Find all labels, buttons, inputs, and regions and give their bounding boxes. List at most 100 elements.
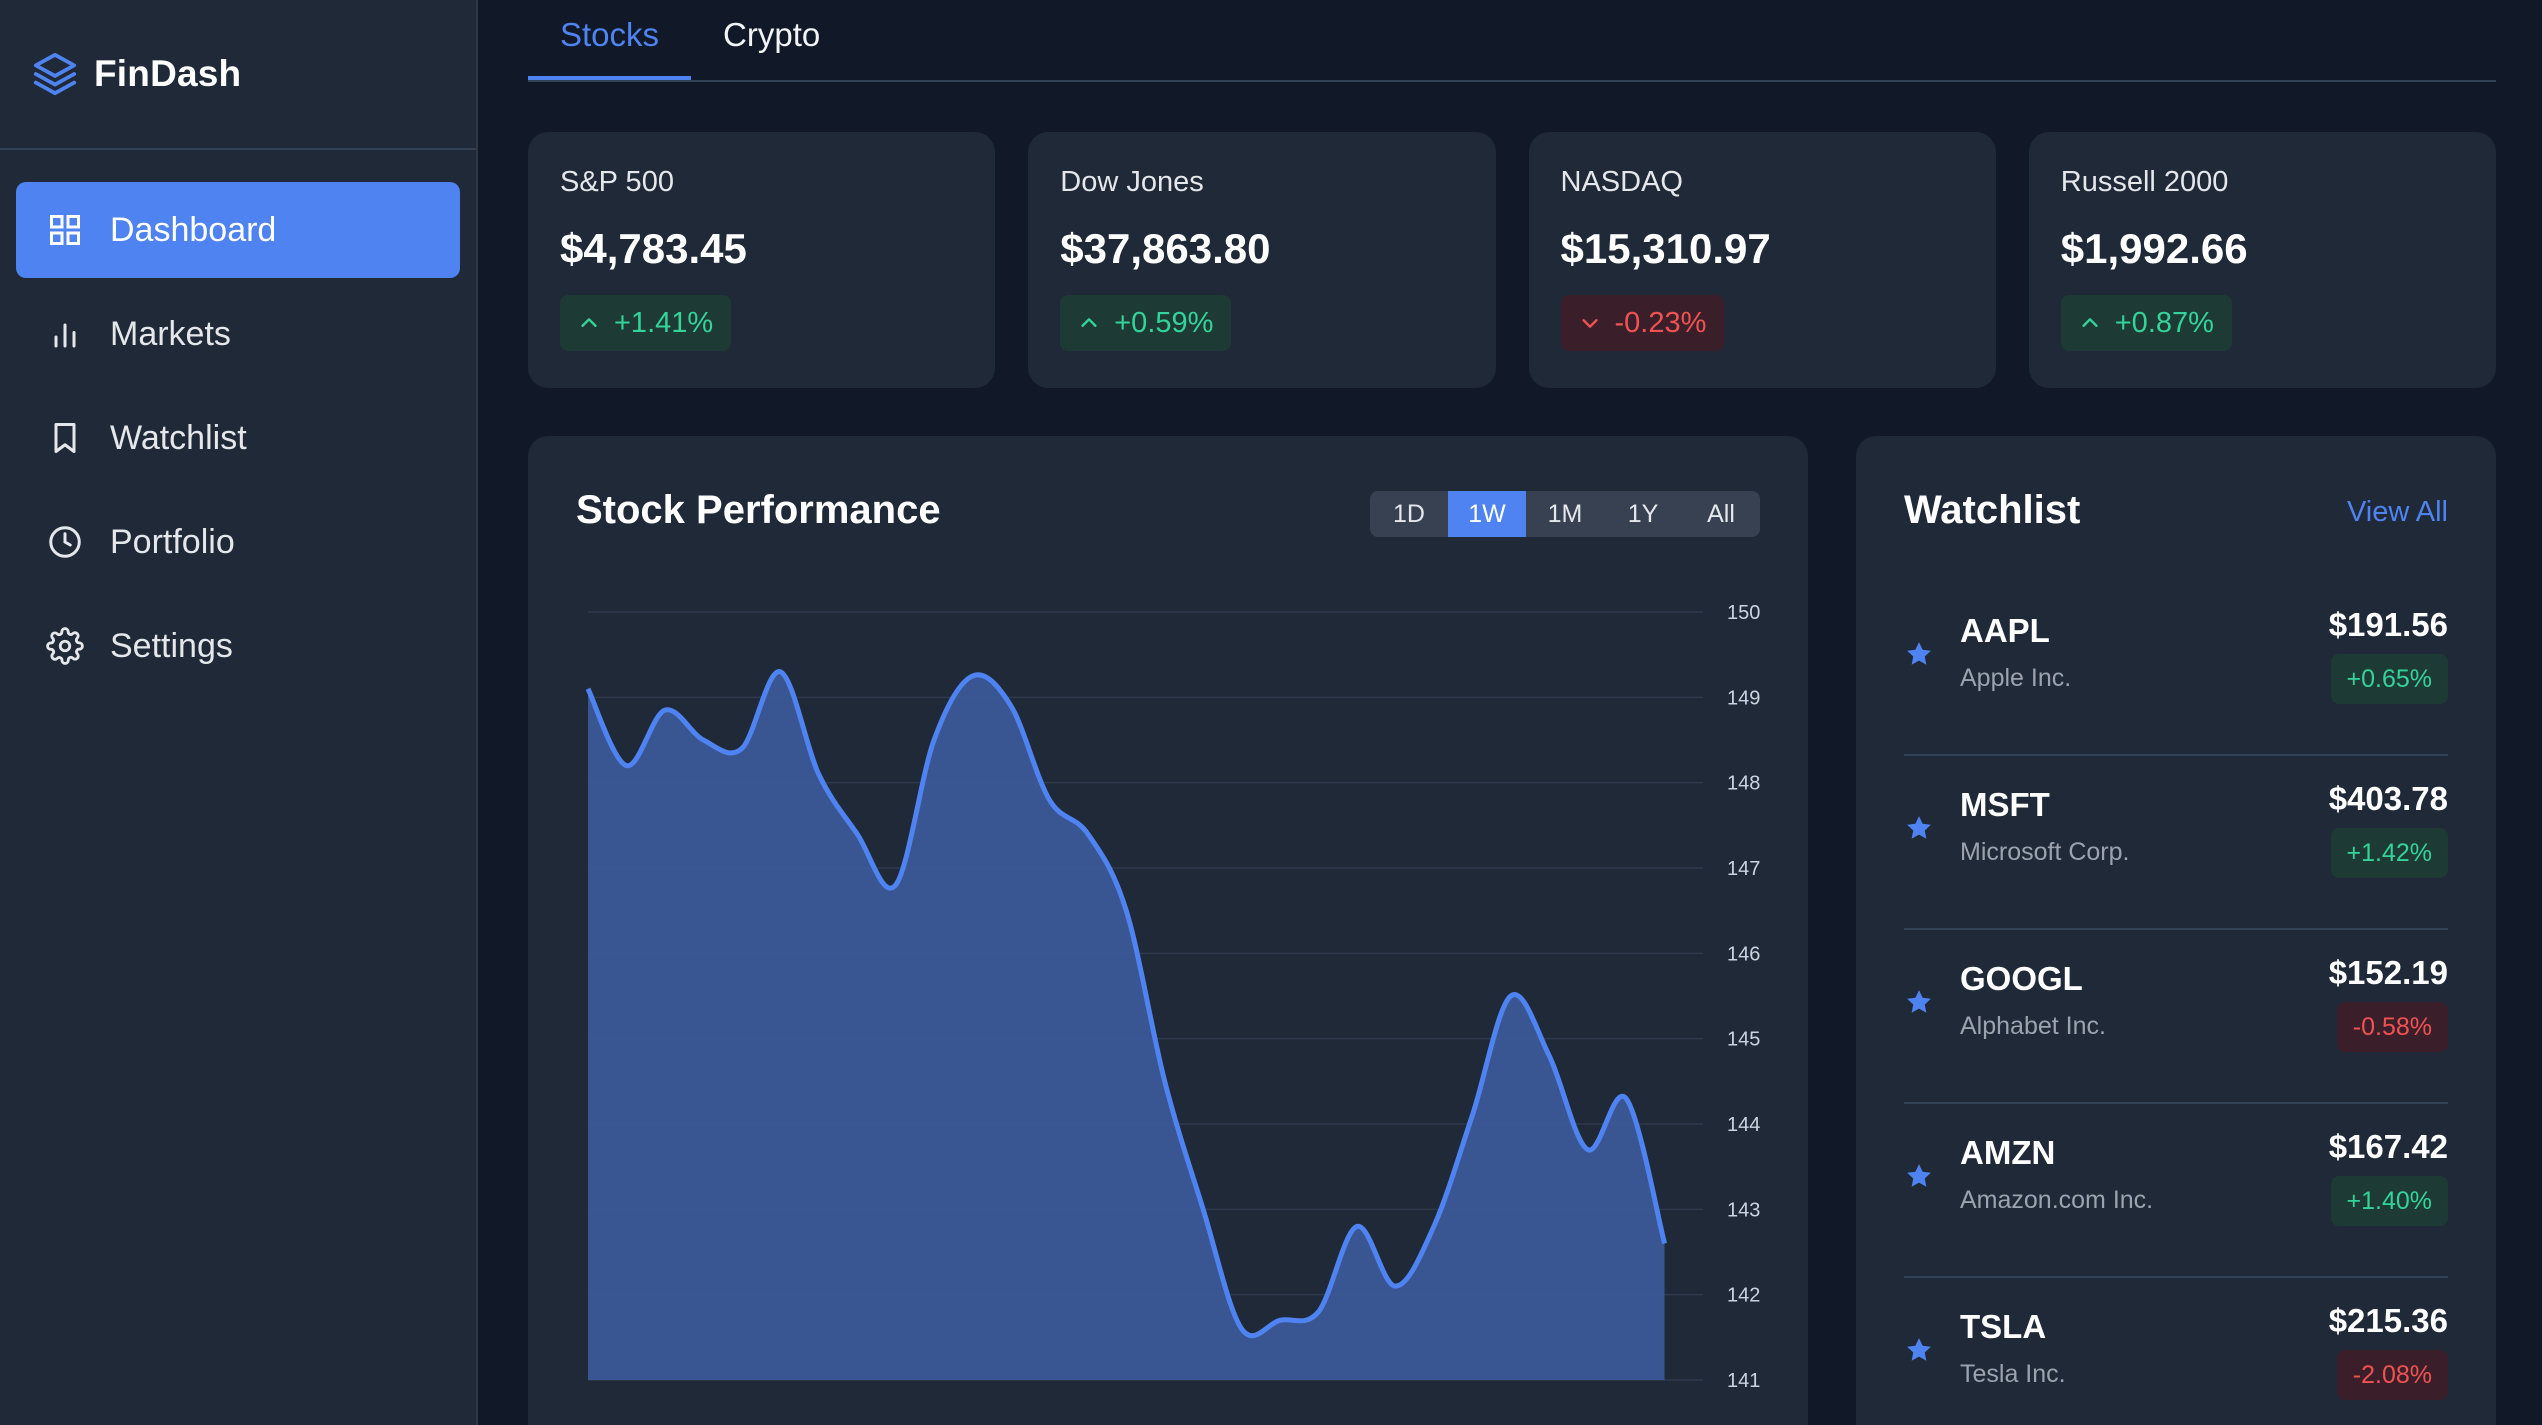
sidebar-item-label: Settings (110, 626, 233, 665)
sidebar-item-settings[interactable]: Settings (16, 598, 460, 694)
watchlist-item-amzn[interactable]: AMZN Amazon.com Inc. $167.42 +1.40% (1904, 1104, 2448, 1278)
market-tabs: Stocks Crypto (528, 0, 2496, 82)
range-button-1d[interactable]: 1D (1393, 499, 1425, 528)
chevron-up-icon (581, 318, 597, 327)
change-badge: +0.87% (2060, 295, 2232, 351)
change-value: -0.23% (1614, 306, 1707, 339)
y-tick-label: 150 (1727, 602, 1760, 624)
data-point[interactable] (739, 746, 745, 752)
data-point[interactable] (662, 707, 668, 713)
data-point[interactable] (1623, 1095, 1629, 1101)
y-tick-label: 141 (1727, 1370, 1760, 1392)
data-point[interactable] (585, 686, 591, 692)
y-tick-label: 148 (1727, 773, 1760, 795)
index-card-dow-jones[interactable]: Dow Jones $37,863.80 +0.59% (1028, 132, 1496, 388)
data-point[interactable] (1085, 831, 1091, 837)
star-icon[interactable] (1904, 813, 1934, 843)
data-point[interactable] (893, 882, 899, 888)
index-value: $37,863.80 (1060, 225, 1271, 272)
y-tick-label: 144 (1727, 1114, 1760, 1136)
sidebar-item-label: Watchlist (110, 418, 247, 457)
data-point[interactable] (1469, 1112, 1475, 1118)
data-point[interactable] (1316, 1309, 1322, 1315)
star-icon[interactable] (1904, 639, 1934, 669)
brand[interactable]: FinDash (0, 0, 476, 150)
range-button-1w[interactable]: 1W (1448, 491, 1526, 537)
sidebar: FinDash Dashboard Markets (0, 0, 478, 1425)
watchlist-item-aapl[interactable]: AAPL Apple Inc. $191.56 +0.65% (1904, 582, 2448, 756)
range-button-1m[interactable]: 1M (1547, 499, 1583, 528)
clock-icon (46, 523, 84, 561)
range-button-all[interactable]: All (1707, 499, 1735, 528)
change-badge: +0.65% (2330, 654, 2448, 704)
data-point[interactable] (1546, 1053, 1552, 1059)
data-point[interactable] (700, 737, 706, 743)
data-point[interactable] (1200, 1206, 1206, 1212)
gear-icon (46, 627, 84, 665)
sidebar-item-portfolio[interactable]: Portfolio (16, 494, 460, 590)
data-point[interactable] (1239, 1326, 1245, 1332)
main-content: Stocks Crypto S&P 500 $4,783.45 +1.41% D… (528, 0, 2498, 1425)
data-point[interactable] (777, 669, 783, 675)
index-name: Dow Jones (1060, 166, 1204, 198)
data-point[interactable] (1431, 1223, 1437, 1229)
ticker-symbol: AMZN (1960, 1134, 2056, 1171)
index-cards: S&P 500 $4,783.45 +1.41% Dow Jones $37,8… (528, 132, 2496, 388)
star-icon[interactable] (1904, 1335, 1934, 1365)
data-point[interactable] (1008, 703, 1014, 709)
data-point[interactable] (816, 771, 822, 777)
bookmark-icon (46, 419, 84, 457)
data-point[interactable] (1162, 1078, 1168, 1084)
ticker-symbol: MSFT (1960, 786, 2050, 823)
ticker-symbol: AAPL (1960, 612, 2050, 649)
data-point[interactable] (1508, 993, 1514, 999)
data-point[interactable] (1123, 908, 1129, 914)
data-point[interactable] (1662, 1240, 1668, 1246)
data-point[interactable] (854, 831, 860, 837)
data-point[interactable] (1277, 1317, 1283, 1323)
chevron-up-icon (2082, 318, 2098, 327)
index-card-nasdaq[interactable]: NASDAQ $15,310.97 -0.23% (1528, 132, 1996, 388)
view-all-link[interactable]: View All (2346, 496, 2448, 528)
company-name: Amazon.com Inc. (1960, 1186, 2154, 1214)
series-area (588, 671, 1665, 1380)
performance-chart[interactable]: 1501491481471461451441431421410123456789… (528, 566, 1808, 1396)
sidebar-item-watchlist[interactable]: Watchlist (16, 390, 460, 486)
data-point[interactable] (1585, 1147, 1591, 1153)
sidebar-item-dashboard[interactable]: Dashboard (16, 182, 460, 278)
tab-stocks[interactable]: Stocks (528, 8, 692, 80)
tab-crypto[interactable]: Crypto (723, 16, 821, 53)
company-name: Microsoft Corp. (1960, 838, 2130, 866)
watchlist-item-googl[interactable]: GOOGL Alphabet Inc. $152.19 -0.58% (1904, 930, 2448, 1104)
star-icon[interactable] (1904, 1161, 1934, 1191)
y-tick-label: 146 (1727, 943, 1760, 965)
change-badge: -2.08% (2336, 1350, 2448, 1400)
range-button-1y[interactable]: 1Y (1627, 499, 1659, 528)
data-point[interactable] (931, 737, 937, 743)
data-point[interactable] (1392, 1283, 1398, 1289)
data-point[interactable] (969, 673, 975, 679)
data-point[interactable] (1354, 1223, 1360, 1229)
index-card-sp500[interactable]: S&P 500 $4,783.45 +1.41% (528, 132, 996, 388)
sidebar-item-markets[interactable]: Markets (16, 286, 460, 382)
sidebar-item-label: Dashboard (110, 210, 277, 249)
star-icon[interactable] (1904, 987, 1934, 1017)
time-range-selector: 1D 1W 1M 1Y All (1370, 491, 1760, 537)
watchlist-item-msft[interactable]: MSFT Microsoft Corp. $403.78 +1.42% (1904, 756, 2448, 930)
index-card-russell-2000[interactable]: Russell 2000 $1,992.66 +0.87% (2028, 132, 2496, 388)
y-tick-label: 149 (1727, 687, 1760, 709)
brand-name: FinDash (94, 53, 242, 94)
y-tick-label: 143 (1727, 1199, 1760, 1221)
series-line[interactable] (585, 669, 1667, 1339)
company-name: Tesla Inc. (1960, 1360, 2066, 1388)
data-point[interactable] (1046, 797, 1052, 803)
bar-chart-icon (46, 315, 84, 353)
company-name: Apple Inc. (1960, 664, 2072, 692)
watchlist-item-tsla[interactable]: TSLA Tesla Inc. $215.36 -2.08% (1904, 1278, 2448, 1425)
data-point[interactable] (623, 763, 629, 769)
chart-title: Stock Performance (576, 488, 941, 532)
watchlist-title: Watchlist (1904, 488, 2081, 532)
index-value: $15,310.97 (1560, 225, 1771, 272)
watchlist-panel: Watchlist View All AAPL Apple Inc. $191.… (1856, 436, 2496, 1425)
